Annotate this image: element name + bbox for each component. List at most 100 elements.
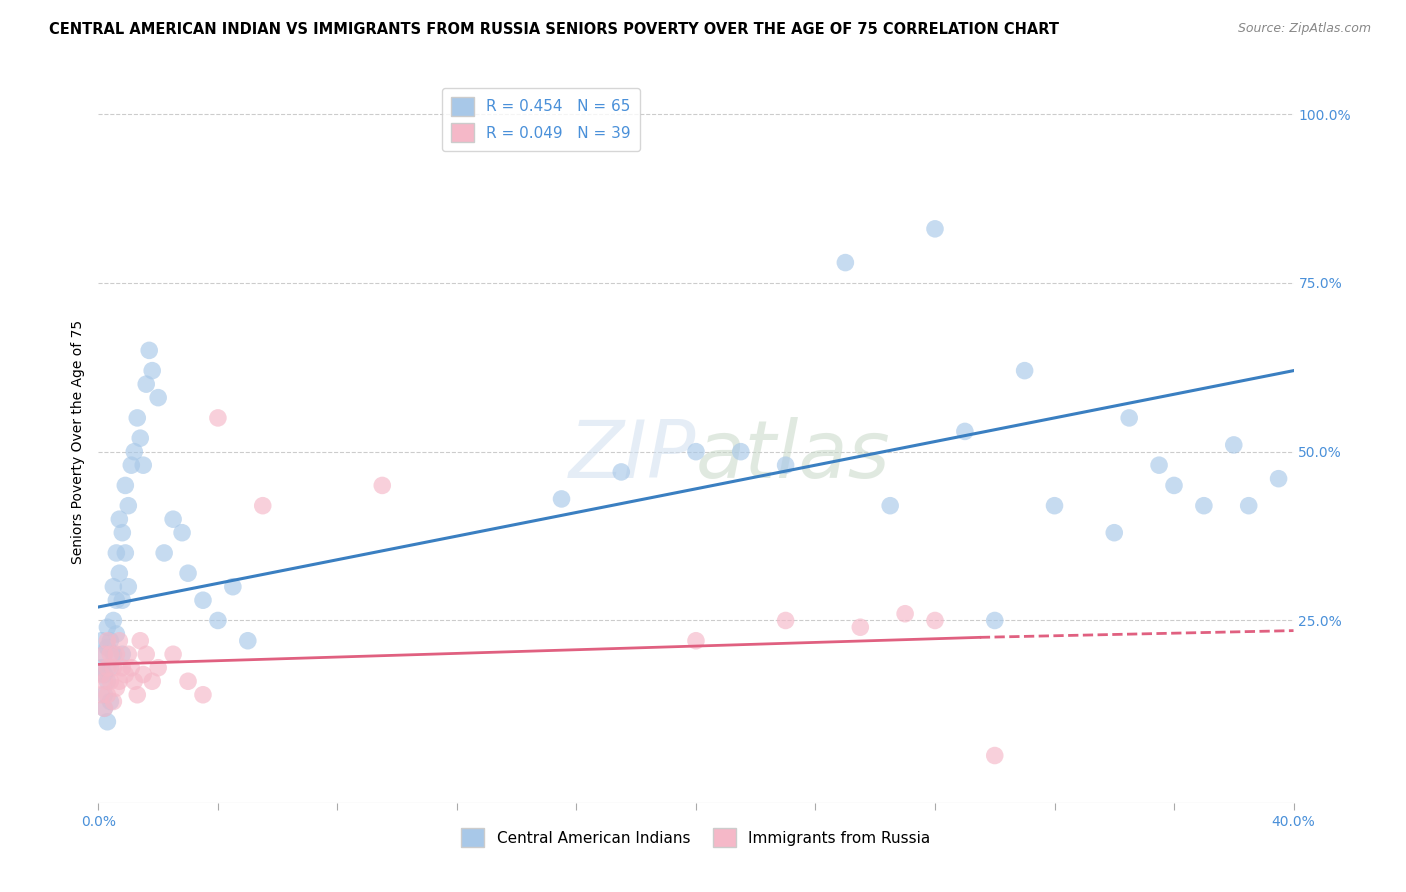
Point <box>849 620 872 634</box>
Point <box>1118 411 1140 425</box>
Point <box>114 478 136 492</box>
Point <box>96 640 118 655</box>
Point <box>984 614 1007 628</box>
Point <box>135 647 157 661</box>
Point <box>114 667 136 681</box>
Point <box>924 614 946 628</box>
Point <box>172 525 194 540</box>
Point <box>153 546 176 560</box>
Point <box>1237 499 1260 513</box>
Point <box>98 647 122 661</box>
Point <box>111 593 134 607</box>
Point <box>93 647 115 661</box>
Point <box>120 458 142 472</box>
Y-axis label: Seniors Poverty Over the Age of 75: Seniors Poverty Over the Age of 75 <box>70 319 84 564</box>
Point <box>105 593 128 607</box>
Point <box>371 478 394 492</box>
Point <box>124 674 146 689</box>
Point <box>117 580 139 594</box>
Point <box>93 701 115 715</box>
Point <box>127 688 149 702</box>
Point <box>114 546 136 560</box>
Point <box>96 714 118 729</box>
Point <box>775 614 797 628</box>
Point <box>984 748 1007 763</box>
Point <box>141 364 163 378</box>
Point <box>207 411 229 425</box>
Point <box>103 614 125 628</box>
Point <box>1104 525 1126 540</box>
Point <box>685 633 707 648</box>
Point <box>191 688 214 702</box>
Point <box>138 343 160 358</box>
Point <box>93 674 115 689</box>
Point <box>191 593 214 607</box>
Point <box>98 674 122 689</box>
Point <box>103 694 125 708</box>
Point <box>90 661 112 675</box>
Point <box>177 674 200 689</box>
Text: CENTRAL AMERICAN INDIAN VS IMMIGRANTS FROM RUSSIA SENIORS POVERTY OVER THE AGE O: CENTRAL AMERICAN INDIAN VS IMMIGRANTS FR… <box>49 22 1059 37</box>
Point <box>834 255 856 269</box>
Point <box>93 688 115 702</box>
Point <box>103 661 125 675</box>
Point <box>96 620 118 634</box>
Point <box>775 458 797 472</box>
Point <box>117 499 139 513</box>
Point <box>105 647 128 661</box>
Point <box>162 647 184 661</box>
Point <box>1223 438 1246 452</box>
Point <box>129 431 152 445</box>
Point <box>148 391 170 405</box>
Text: atlas: atlas <box>696 417 891 495</box>
Point <box>96 661 118 675</box>
Point <box>90 667 112 681</box>
Point <box>98 694 122 708</box>
Point <box>105 546 128 560</box>
Point <box>1267 472 1289 486</box>
Point <box>1192 499 1215 513</box>
Point <box>124 444 146 458</box>
Point <box>162 512 184 526</box>
Point <box>135 377 157 392</box>
Point <box>117 647 139 661</box>
Point <box>111 661 134 675</box>
Point <box>105 681 128 695</box>
Point <box>111 525 134 540</box>
Point <box>105 627 128 641</box>
Point <box>127 411 149 425</box>
Point <box>103 580 125 594</box>
Point <box>222 580 245 594</box>
Point <box>730 444 752 458</box>
Point <box>924 222 946 236</box>
Point <box>108 566 131 581</box>
Point <box>93 647 115 661</box>
Point <box>177 566 200 581</box>
Point <box>1043 499 1066 513</box>
Point <box>132 458 155 472</box>
Point <box>894 607 917 621</box>
Legend: Central American Indians, Immigrants from Russia: Central American Indians, Immigrants fro… <box>456 822 936 853</box>
Point <box>90 633 112 648</box>
Point <box>610 465 633 479</box>
Point <box>879 499 901 513</box>
Point <box>111 647 134 661</box>
Point <box>685 444 707 458</box>
Point <box>108 512 131 526</box>
Point <box>98 633 122 648</box>
Point <box>252 499 274 513</box>
Point <box>207 614 229 628</box>
Point <box>1014 364 1036 378</box>
Point <box>120 661 142 675</box>
Point <box>103 647 125 661</box>
Point <box>148 661 170 675</box>
Text: Source: ZipAtlas.com: Source: ZipAtlas.com <box>1237 22 1371 36</box>
Point <box>96 633 118 648</box>
Point <box>1147 458 1170 472</box>
Point <box>1163 478 1185 492</box>
Point <box>108 633 131 648</box>
Point <box>98 661 122 675</box>
Point <box>141 674 163 689</box>
Point <box>236 633 259 648</box>
Point <box>953 425 976 439</box>
